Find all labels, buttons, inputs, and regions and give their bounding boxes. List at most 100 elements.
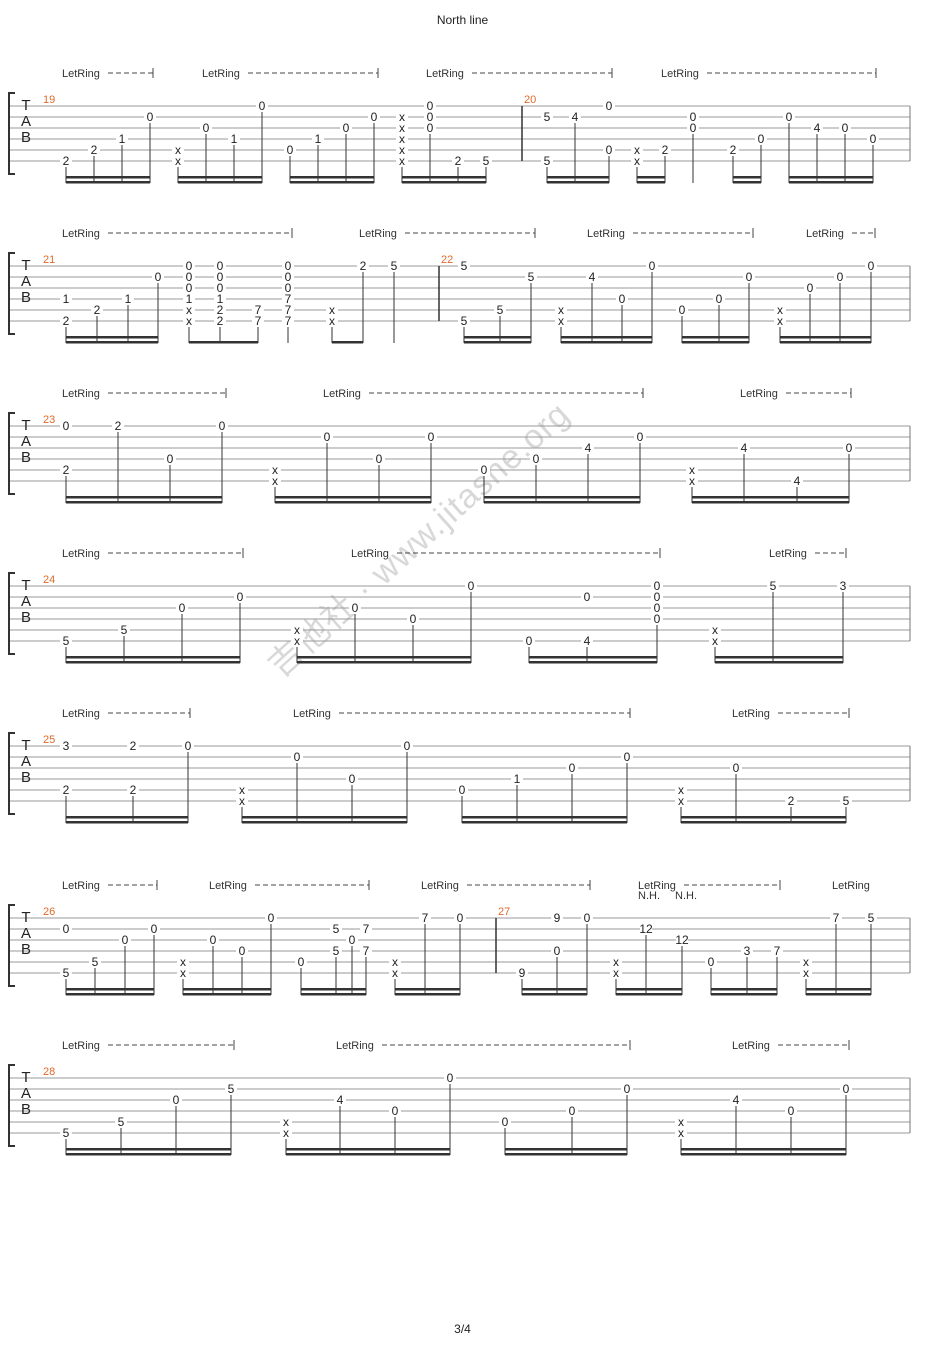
fret-mask [152,271,164,283]
fret-mask [569,111,581,123]
fret-mask [738,442,750,454]
fret-number: x [186,303,192,317]
fret-number: 0 [526,634,533,648]
fret-mask [631,155,643,167]
fret-mask [228,133,240,145]
beam [681,1148,846,1151]
letring-label: LetRing [62,68,100,80]
fret-number: 0 [147,110,154,124]
fret-number: 0 [447,1071,454,1085]
beam [715,656,843,659]
fret-number: 0 [186,259,193,273]
fret-number: 5 [461,314,468,328]
letring-label: LetRing [732,708,770,720]
fret-mask [541,155,553,167]
fret-number: 5 [121,623,128,637]
letring-label: LetRing [740,388,778,400]
fret-number: x [689,463,695,477]
beam [66,661,240,664]
fret-number: x [678,1115,684,1129]
beam [522,993,587,996]
fret-mask [494,304,506,316]
natural-harmonic-label: N.H. [675,890,697,902]
fret-mask [291,635,303,647]
fret-number: 0 [173,1093,180,1107]
beam [242,816,407,819]
letring-label: LetRing [421,880,459,892]
beam [297,661,471,664]
fret-number: x [712,623,718,637]
fret-mask [200,122,212,134]
letring-label: LetRing [806,228,844,240]
fret-number: 0 [324,430,331,444]
letring-label: LetRing [638,880,676,892]
fret-mask [791,475,803,487]
fret-number: x [803,955,809,969]
fret-mask [326,304,338,316]
fret-number: 2 [455,154,462,168]
fret-number: 7 [774,944,781,958]
tab-clef-letter: A [21,273,31,290]
fret-mask [234,591,246,603]
fret-mask [631,144,643,156]
fret-mask [177,967,189,979]
fret-mask [675,784,687,796]
fret-mask [127,784,139,796]
fret-mask [419,912,431,924]
fret-mask [326,315,338,327]
fret-mask [214,271,226,283]
fret-number: x [712,634,718,648]
fret-mask [236,945,248,957]
beam [637,181,665,184]
fret-mask [396,133,408,145]
fret-number: 5 [333,944,340,958]
fret-number: x [175,154,181,168]
fret-mask [334,1094,346,1106]
fret-mask [214,282,226,294]
fret-number: 0 [624,1082,631,1096]
fret-number: 0 [343,121,350,135]
fret-number: 0 [352,601,359,615]
fret-mask [60,420,72,432]
beam [183,988,271,991]
fret-number: 0 [584,590,591,604]
letring-label: LetRing [769,548,807,560]
beam [66,816,188,819]
fret-number: 0 [268,911,275,925]
fret-mask [176,602,188,614]
tab-clef-letter: T [21,909,30,926]
fret-number: x [613,966,619,980]
fret-number: 0 [716,292,723,306]
fret-number: 0 [733,761,740,775]
fret-number: 1 [125,292,132,306]
fret-mask [172,155,184,167]
fret-number: 1 [186,292,193,306]
fret-mask [705,956,717,968]
tab-clef-letter: A [21,113,31,130]
fret-mask [407,613,419,625]
fret-number: x [558,303,564,317]
fret-mask [256,100,268,112]
fret-number: 0 [203,121,210,135]
fret-mask [396,144,408,156]
tab-clef-letter: A [21,925,31,942]
fret-number: 0 [186,281,193,295]
fret-number: 2 [360,259,367,273]
fret-mask [183,304,195,316]
fret-number: 0 [842,121,849,135]
beam [66,176,150,179]
fret-number: 2 [788,794,795,808]
fret-mask [586,271,598,283]
fret-mask [265,912,277,924]
fret-number: 0 [237,590,244,604]
tab-clef-letter: B [21,769,31,786]
fret-mask [610,967,622,979]
fret-mask [755,133,767,145]
fret-number: 5 [63,1126,70,1140]
tab-clef-letter: T [21,737,30,754]
fret-number: x [329,314,335,328]
beam [616,993,682,996]
letring-label: LetRing [202,68,240,80]
fret-mask [676,934,688,946]
